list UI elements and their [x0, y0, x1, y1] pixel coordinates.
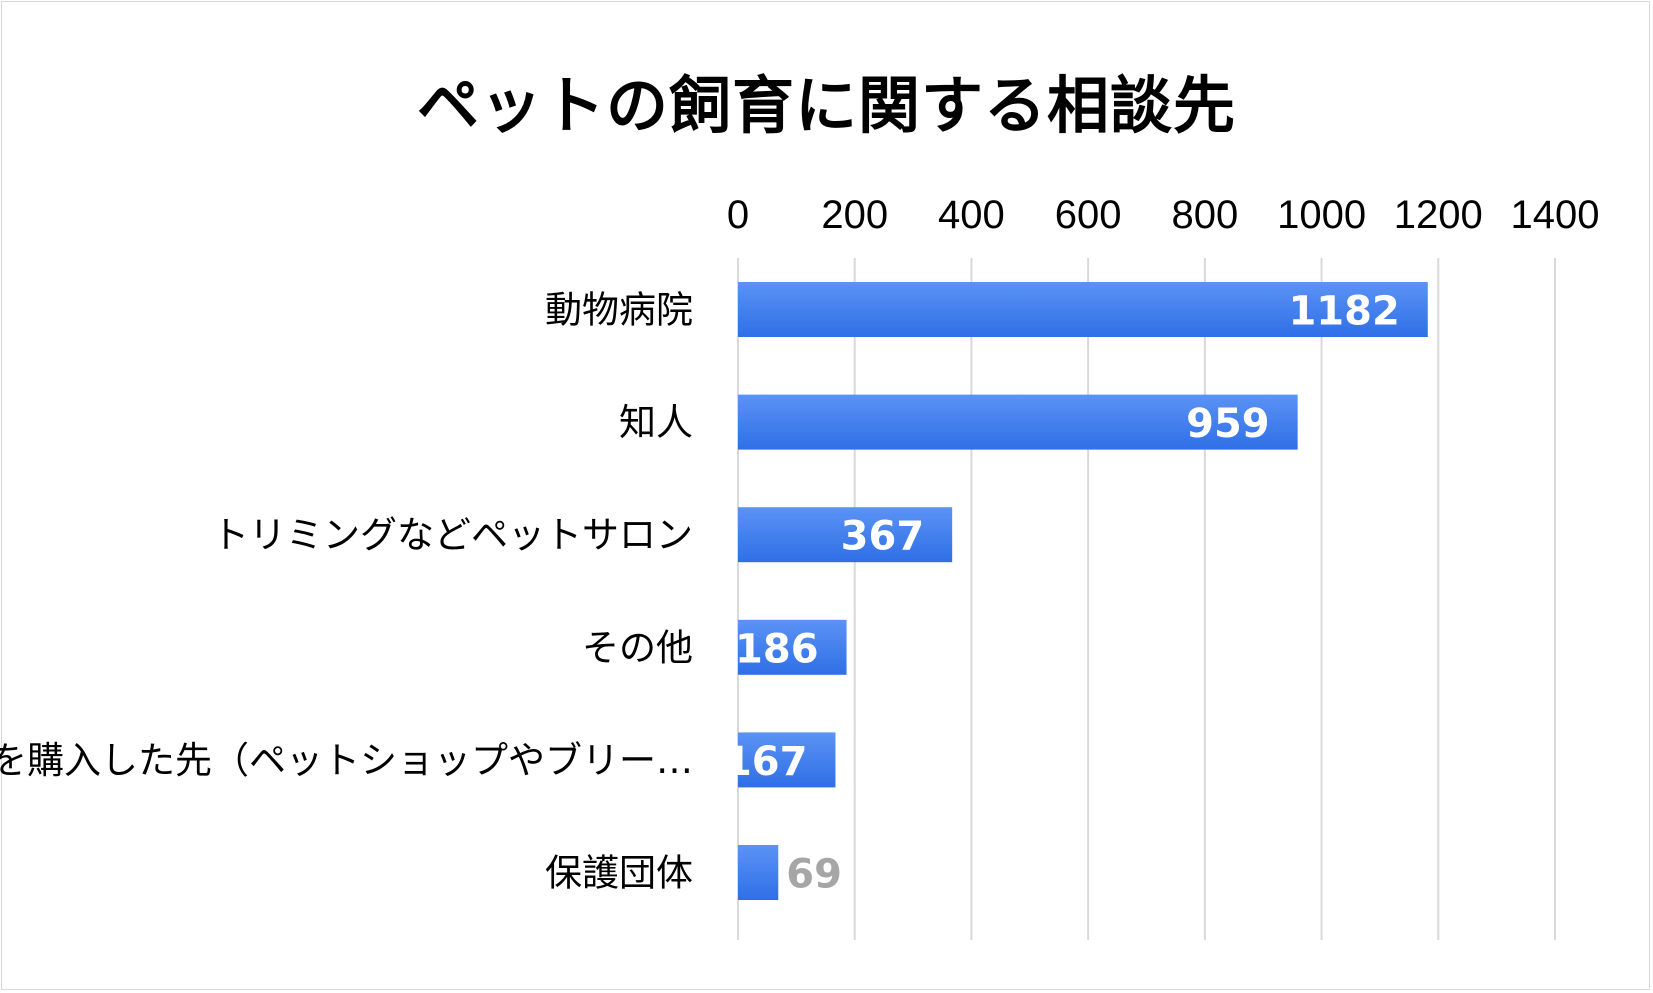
chart-title: ペットの飼育に関する相談先	[416, 69, 1236, 142]
category-label: 保護団体	[545, 852, 693, 895]
x-tick-label: 1000	[1277, 193, 1366, 237]
x-tick-label: 0	[727, 193, 749, 237]
x-tick-label: 600	[1055, 193, 1122, 237]
data-label: 186	[735, 626, 819, 672]
x-tick-label: 200	[821, 193, 888, 237]
category-label: ペットを購入した先（ペットショップやブリー…	[0, 739, 693, 782]
bar	[738, 732, 836, 788]
data-label: 367	[841, 514, 925, 560]
bar	[738, 282, 1428, 337]
x-tick-label: 1200	[1394, 193, 1483, 237]
x-tick-label: 400	[938, 193, 1005, 237]
x-tick-label: 1400	[1511, 193, 1600, 237]
category-label: 動物病院	[545, 289, 693, 332]
category-label: 知人	[619, 401, 693, 444]
data-label: 167	[724, 739, 808, 785]
category-label: その他	[582, 626, 693, 669]
category-label: トリミングなどペットサロン	[212, 514, 693, 557]
data-label: 959	[1186, 401, 1270, 447]
bar	[738, 394, 1298, 450]
data-label: 1182	[1288, 289, 1399, 335]
bar	[738, 845, 779, 900]
x-tick-label: 800	[1171, 193, 1238, 237]
bar	[738, 619, 847, 675]
data-label: 69	[786, 852, 842, 898]
bar	[738, 507, 953, 563]
